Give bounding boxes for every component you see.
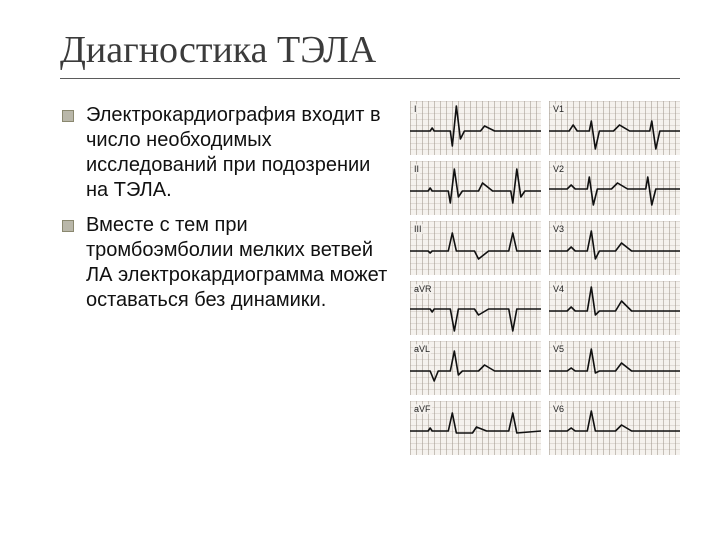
ecg-lead-tile: I	[410, 101, 541, 155]
title-underline	[60, 78, 680, 79]
slide: Диагностика ТЭЛА Электрокардиография вхо…	[0, 0, 720, 540]
ecg-figure: IIIIIIaVRaVLaVF V1V2V3V4V5V6	[410, 97, 680, 455]
ecg-trace-icon	[410, 341, 541, 395]
ecg-lead-tile: V3	[549, 221, 680, 275]
ecg-trace-icon	[549, 101, 680, 155]
ecg-trace-icon	[549, 341, 680, 395]
ecg-lead-tile: V5	[549, 341, 680, 395]
slide-body: Электрокардиография входит в число необх…	[60, 97, 680, 455]
text-column: Электрокардиография входит в число необх…	[60, 97, 392, 323]
ecg-lead-tile: aVF	[410, 401, 541, 455]
ecg-column-limb: IIIIIIaVRaVLaVF	[410, 101, 541, 455]
ecg-lead-tile: V6	[549, 401, 680, 455]
ecg-lead-tile: V1	[549, 101, 680, 155]
ecg-lead-tile: III	[410, 221, 541, 275]
ecg-trace-icon	[549, 281, 680, 335]
ecg-trace-icon	[410, 161, 541, 215]
bullet-item: Вместе с тем при тромбоэмболии мелких ве…	[60, 213, 392, 313]
ecg-lead-tile: aVL	[410, 341, 541, 395]
ecg-lead-tile: aVR	[410, 281, 541, 335]
ecg-lead-tile: II	[410, 161, 541, 215]
ecg-lead-tile: V4	[549, 281, 680, 335]
bullet-item: Электрокардиография входит в число необх…	[60, 103, 392, 203]
ecg-column-precordial: V1 V2 V3 V4 V5 V6	[549, 101, 680, 455]
ecg-trace-icon	[410, 101, 541, 155]
ecg-trace-icon	[549, 401, 680, 455]
ecg-lead-tile: V2	[549, 161, 680, 215]
bullet-list: Электрокардиография входит в число необх…	[60, 103, 392, 313]
slide-title: Диагностика ТЭЛА	[60, 28, 680, 72]
ecg-trace-icon	[549, 161, 680, 215]
ecg-trace-icon	[410, 401, 541, 455]
ecg-trace-icon	[549, 221, 680, 275]
ecg-trace-icon	[410, 281, 541, 335]
ecg-trace-icon	[410, 221, 541, 275]
